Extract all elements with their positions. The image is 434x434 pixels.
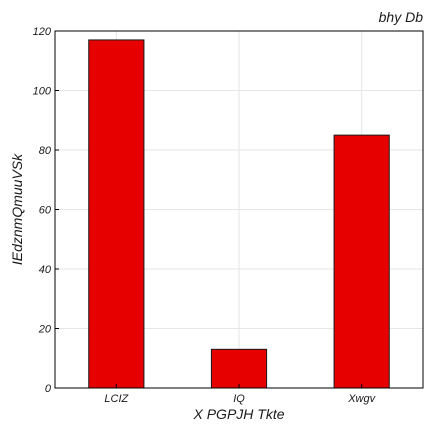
y-tick-label: 120 [33, 26, 52, 38]
y-tick-label: 80 [39, 145, 52, 157]
ticks-layer: 0 20 40 60 80 100 120 LCIZ IQ Xwgv [33, 26, 377, 405]
bar-lciz [88, 39, 145, 389]
y-tick-label: 40 [39, 264, 52, 276]
y-tick-label: 0 [45, 383, 52, 395]
bar-xwgv [333, 134, 390, 389]
y-tick-label: 100 [33, 86, 52, 98]
y-tick-label: 20 [38, 324, 52, 336]
bar-iq [210, 348, 268, 389]
bars-layer [88, 39, 390, 389]
x-tick-label: IQ [233, 393, 245, 405]
y-axis-label: IEdznmQmuuVSk [9, 153, 25, 265]
y-tick-label: 60 [39, 205, 52, 217]
x-tick-label: LCIZ [104, 393, 129, 405]
chart-title: bhy Db [379, 9, 424, 25]
x-axis-label: X PGPJH Tkte [192, 406, 284, 422]
x-tick-label: Xwgv [347, 393, 376, 405]
